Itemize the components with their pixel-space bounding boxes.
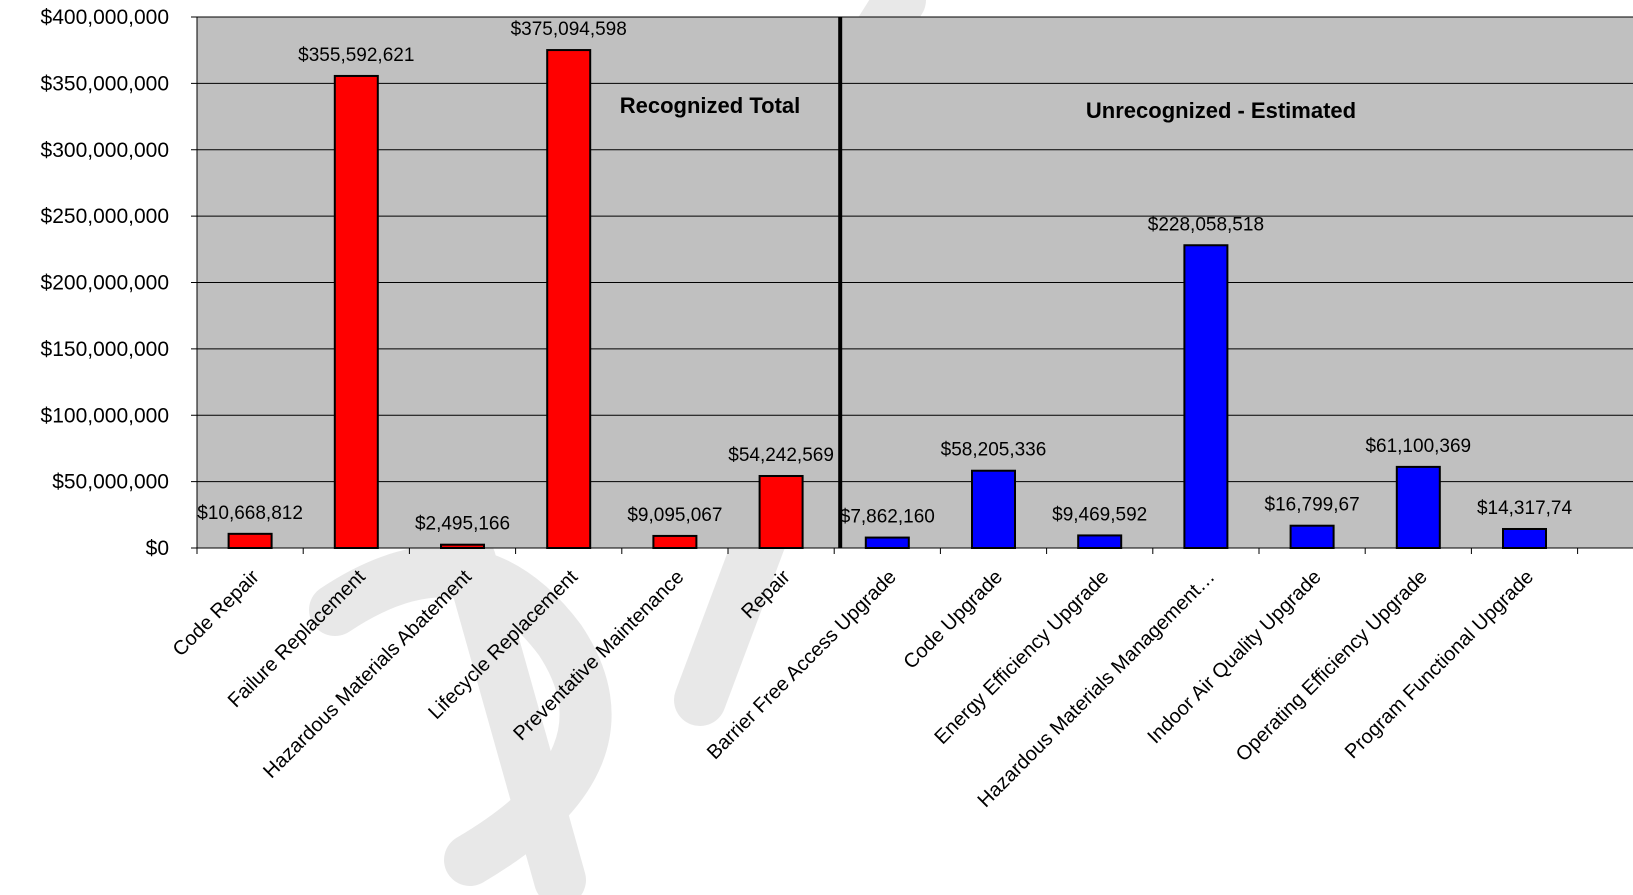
section-label-unrecognized: Unrecognized - Estimated	[1086, 98, 1356, 123]
bars	[227, 49, 1547, 550]
bar	[1289, 524, 1335, 549]
bar	[971, 469, 1016, 550]
data-labels: $10,668,812 $355,592,621 $2,495,166 $375,09…	[197, 19, 1572, 535]
data-label: $61,100,369	[1365, 436, 1471, 457]
y-tick-label: $400,000,000	[41, 6, 169, 29]
data-label: $54,242,569	[728, 445, 834, 466]
data-label: $10,668,812	[197, 503, 303, 524]
data-label: $7,862,160	[840, 507, 935, 528]
y-tick-label: $100,000,000	[41, 404, 169, 427]
section-label-recognized: Recognized Total	[620, 93, 801, 118]
y-tick-label: $200,000,000	[41, 272, 169, 295]
y-tick-label: $300,000,000	[41, 139, 169, 162]
data-label: $9,469,592	[1052, 504, 1147, 525]
data-label: $2,495,166	[415, 514, 510, 535]
bar	[758, 474, 804, 549]
bar	[864, 536, 910, 550]
bar	[333, 74, 379, 549]
data-label: $16,799,67	[1265, 495, 1360, 516]
plot-area	[197, 16, 1633, 549]
data-label: $375,094,598	[511, 19, 627, 40]
bar	[1395, 465, 1441, 549]
bar	[227, 532, 273, 550]
bar	[1183, 244, 1229, 549]
y-tick-label: $350,000,000	[41, 72, 169, 95]
data-label: $355,592,621	[298, 45, 414, 66]
y-axis: $0 $50,000,000 $100,000,000 $150,000,000 $20…	[41, 6, 198, 560]
y-tick-label: $50,000,000	[52, 471, 169, 494]
data-label: $9,095,067	[627, 505, 722, 526]
data-label: $228,058,518	[1148, 214, 1264, 235]
bar	[1077, 534, 1123, 550]
y-tick-label: $0	[146, 537, 169, 560]
bar	[546, 49, 592, 549]
data-label: $58,205,336	[941, 440, 1047, 461]
data-label: $14,317,74	[1477, 498, 1573, 519]
y-tick-label: $150,000,000	[41, 338, 169, 361]
y-tick-label: $250,000,000	[41, 205, 169, 228]
bar	[1502, 527, 1547, 550]
bar	[652, 534, 698, 549]
